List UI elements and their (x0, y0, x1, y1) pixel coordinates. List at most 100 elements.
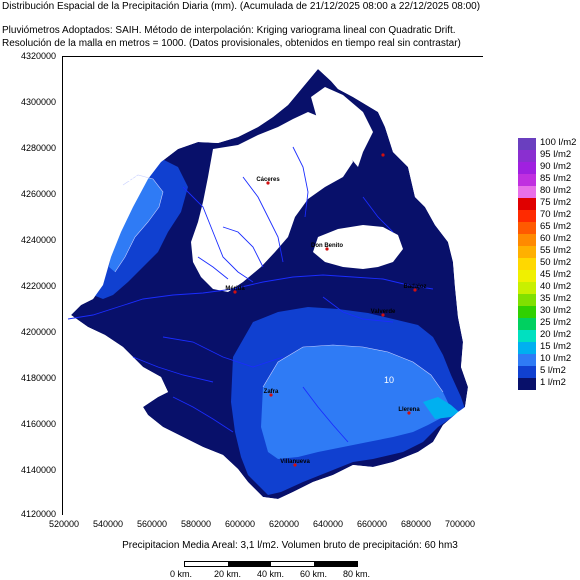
map-title: Distribución Espacial de la Precipitació… (2, 1, 481, 12)
x-tick-label: 640000 (312, 519, 344, 529)
legend-swatch (518, 138, 536, 150)
legend-label: 75 l/m2 (540, 197, 572, 208)
legend-swatch (518, 246, 536, 258)
resolution-line: Resolución de la malla en metros = 1000.… (2, 38, 461, 49)
legend-label: 20 l/m2 (540, 329, 572, 340)
y-tick-label: 4200000 (20, 327, 56, 337)
river (162, 336, 284, 368)
precipitation-map[interactable]: Cáceres Mérida Badajoz Valverde Zafra Ll… (62, 56, 484, 516)
legend-swatch (518, 210, 536, 222)
city-marker (381, 153, 385, 157)
legend-label: 85 l/m2 (540, 173, 572, 184)
city-label: Don Benito (311, 243, 343, 249)
legend-label: 60 l/m2 (540, 233, 572, 244)
legend-swatch (518, 366, 536, 378)
y-tick-label: 4180000 (20, 373, 56, 383)
map-canvas (63, 57, 484, 516)
legend-swatch (518, 354, 536, 366)
legend-item: 95 l/m2 (518, 149, 580, 162)
legend-item: 85 l/m2 (518, 173, 580, 186)
legend-item: 90 l/m2 (518, 161, 580, 174)
river (242, 176, 284, 263)
dry-area-north (191, 112, 353, 292)
legend-label: 10 l/m2 (540, 353, 572, 364)
scale-bar-segment (314, 562, 357, 566)
legend-swatch (518, 198, 536, 210)
legend-label: 70 l/m2 (540, 209, 572, 220)
legend-label: 25 l/m2 (540, 317, 572, 328)
x-tick-label: 620000 (268, 519, 300, 529)
scale-label: 80 km. (343, 569, 371, 579)
legend-swatch (518, 294, 536, 306)
legend-item: 1 l/m2 (518, 377, 580, 390)
scale-label: 20 km. (214, 569, 242, 579)
dry-area-northeast (311, 87, 373, 167)
y-tick-label: 4280000 (20, 143, 56, 153)
scale-bar-segment (185, 562, 228, 566)
legend-item: 55 l/m2 (518, 245, 580, 258)
city-marker (407, 411, 411, 415)
legend-label: 45 l/m2 (540, 269, 572, 280)
contour-label: 10 (127, 173, 138, 183)
legend-label: 30 l/m2 (540, 305, 572, 316)
dry-area-west (63, 57, 484, 516)
legend-swatch (518, 342, 536, 354)
city-marker (269, 393, 273, 397)
river-network (67, 146, 434, 443)
y-tick-label: 4300000 (20, 97, 56, 107)
legend-item: 75 l/m2 (518, 197, 580, 210)
legend-item: 25 l/m2 (518, 317, 580, 330)
scale-label: 40 km. (257, 569, 285, 579)
dry-area-center (313, 225, 403, 269)
legend-item: 60 l/m2 (518, 233, 580, 246)
river (322, 296, 394, 323)
y-tick-label: 4240000 (20, 235, 56, 245)
city-label: Cáceres (256, 177, 280, 183)
city-marker (293, 463, 297, 467)
legend-swatch (518, 162, 536, 174)
contour-line (262, 344, 444, 393)
x-tick-label: 660000 (356, 519, 388, 529)
y-tick-label: 4120000 (20, 509, 56, 519)
legend-item: 35 l/m2 (518, 293, 580, 306)
contours (114, 174, 444, 393)
scale-label: 60 km. (300, 569, 328, 579)
river (67, 274, 434, 320)
y-tick-label: 4320000 (20, 51, 56, 61)
city-label: Mérida (225, 286, 245, 292)
city-markers (233, 153, 417, 467)
river (197, 256, 229, 280)
legend-label: 90 l/m2 (540, 161, 572, 172)
legend-item: 40 l/m2 (518, 281, 580, 294)
legend-label: 50 l/m2 (540, 257, 572, 268)
legend-swatch (518, 222, 536, 234)
river (132, 356, 214, 383)
legend-label: 55 l/m2 (540, 245, 572, 256)
city-marker (266, 181, 270, 185)
legend-item: 80 l/m2 (518, 185, 580, 198)
legend-item: 10 l/m2 (518, 353, 580, 366)
legend-item: 45 l/m2 (518, 269, 580, 282)
legend-item: 20 l/m2 (518, 329, 580, 342)
y-tick-label: 4220000 (20, 281, 56, 291)
legend-item: 70 l/m2 (518, 209, 580, 222)
y-tick-label: 4260000 (20, 189, 56, 199)
legend-swatch (518, 174, 536, 186)
legend-swatch (518, 282, 536, 294)
city-label: Valverde (370, 309, 396, 315)
scale-bar-segment (271, 562, 314, 566)
region-level-15-south (423, 397, 459, 419)
legend-label: 65 l/m2 (540, 221, 572, 232)
legend-swatch (518, 258, 536, 270)
y-tick-label: 4140000 (20, 465, 56, 475)
x-tick-label: 520000 (48, 519, 80, 529)
x-tick-label: 540000 (92, 519, 124, 529)
legend-swatch (518, 378, 536, 390)
legend-label: 15 l/m2 (540, 341, 572, 352)
river (302, 386, 349, 443)
legend-item: 15 l/m2 (518, 341, 580, 354)
legend-swatch (518, 186, 536, 198)
river (292, 146, 309, 218)
legend-item: 100 l/m2 (518, 137, 580, 150)
legend-label: 100 l/m2 (540, 137, 577, 148)
